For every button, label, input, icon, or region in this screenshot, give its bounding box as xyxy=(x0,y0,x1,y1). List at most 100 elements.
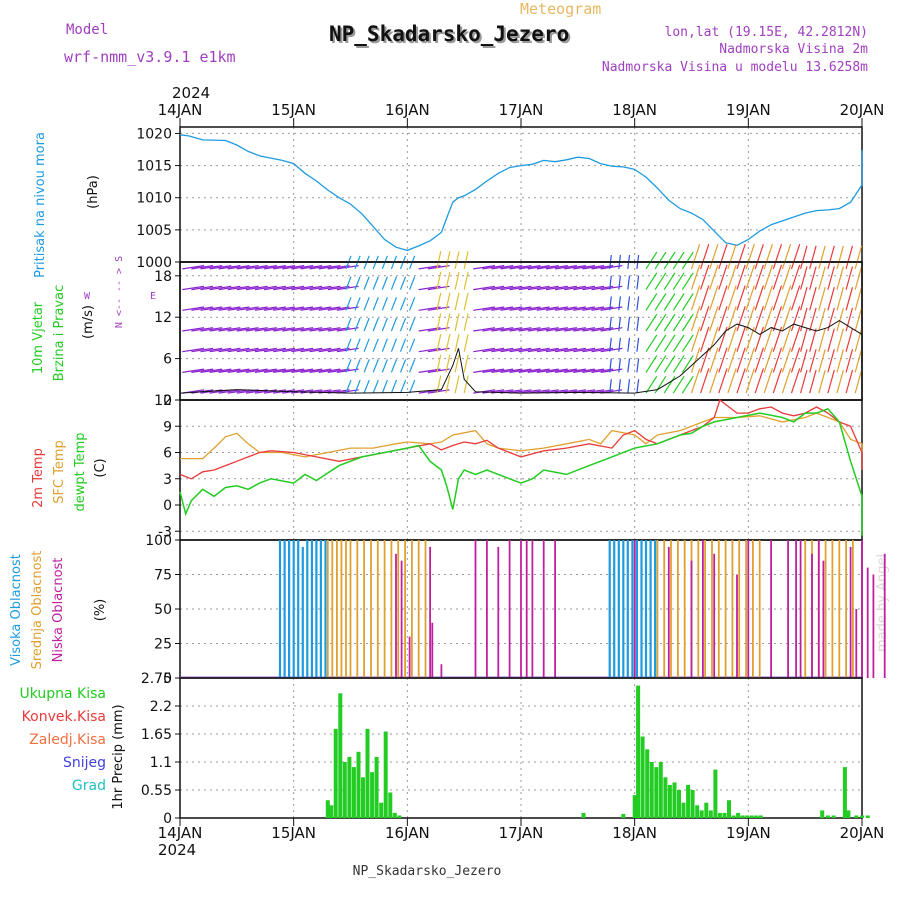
wind-arrow xyxy=(790,306,801,332)
wind-arrow xyxy=(436,251,442,270)
wind-arrow xyxy=(854,349,863,373)
precip-bar xyxy=(379,802,384,818)
y-tick-label: 2.2 xyxy=(150,699,172,715)
wind-arrow xyxy=(709,347,719,373)
wind-arrow xyxy=(654,313,667,332)
wind-arrow xyxy=(827,245,835,270)
wind-arrow xyxy=(654,272,667,290)
wind-arrow xyxy=(200,285,223,291)
wind-arrow xyxy=(345,317,352,332)
wind-arrow xyxy=(418,347,441,353)
wind-arrow xyxy=(564,285,586,291)
precip-bar xyxy=(749,815,754,818)
wind-arrow xyxy=(264,347,286,353)
precip-bar xyxy=(727,800,731,818)
bottom-date-label: 20JAN xyxy=(840,824,885,842)
top-date-label: 16JAN xyxy=(385,101,430,119)
precip-bar xyxy=(722,812,727,818)
wind-arrow xyxy=(218,347,241,353)
wind-arrow xyxy=(436,292,442,311)
wind-arrow xyxy=(463,333,469,352)
wind-arrow xyxy=(763,347,773,373)
wind-arrow xyxy=(191,327,214,332)
wind-arrow xyxy=(318,306,341,311)
wind-arrow xyxy=(427,327,450,332)
wind-arrow xyxy=(709,306,719,332)
precip-bar xyxy=(351,767,356,818)
wind-arrow xyxy=(191,347,214,353)
y-tick-label: 6 xyxy=(163,446,172,462)
wind-arrow xyxy=(509,368,532,373)
wind-arrow xyxy=(209,327,232,332)
precip-legend-item: Konvek.Kisa xyxy=(22,709,106,725)
precip-bar xyxy=(397,815,402,818)
wind-arrow xyxy=(427,368,450,373)
wind-arrow xyxy=(582,327,605,332)
wind-arrow xyxy=(727,244,737,270)
wind-arrow xyxy=(627,317,631,332)
wind-arrow xyxy=(245,285,268,291)
wind-arrow xyxy=(827,349,835,373)
wind-arrow xyxy=(209,306,232,311)
wind-arrow xyxy=(564,368,586,373)
precip-bar xyxy=(695,805,700,818)
wind-arrow xyxy=(845,349,854,373)
wind-arrow xyxy=(609,317,612,332)
wind-arrow xyxy=(763,264,773,290)
wind-arrow xyxy=(245,368,268,373)
y-tick-label: 1.1 xyxy=(150,755,172,771)
y-tick-label: 50 xyxy=(154,602,172,618)
wind-arrow xyxy=(627,379,631,394)
wind-arrow xyxy=(672,313,685,332)
y-tick-label: 0.55 xyxy=(141,783,172,799)
wind-arrow xyxy=(681,334,694,353)
temperature-panel: 12 9 6 3 0 -3 xyxy=(154,393,863,541)
wind-arrow xyxy=(518,285,541,291)
wind-arrow xyxy=(681,251,694,270)
wind-arrow xyxy=(645,375,658,394)
wind-arrow xyxy=(654,375,667,394)
wind-arrow xyxy=(754,244,764,270)
wind-arrow xyxy=(781,347,792,373)
wind-arrow xyxy=(836,307,844,332)
wind-arrow xyxy=(399,297,407,311)
temp-unit: (C) xyxy=(93,458,108,477)
wind-arrow xyxy=(309,327,332,332)
y-tick-label: 9 xyxy=(163,419,172,435)
y-tick-label: 0 xyxy=(163,671,172,687)
precip-bar xyxy=(325,800,330,818)
wind-arrow xyxy=(690,306,701,332)
wind-arrow xyxy=(745,368,755,394)
wind-arrow xyxy=(445,251,451,270)
precip-bar xyxy=(347,756,352,818)
wind-arrow xyxy=(845,307,854,332)
wind-arrow xyxy=(327,368,350,373)
wind-arrow xyxy=(636,358,640,373)
precip-bar xyxy=(731,815,736,818)
wind-arrow xyxy=(390,338,398,352)
wind-arrow xyxy=(363,338,370,352)
precip-legend-item: Grad xyxy=(72,778,106,794)
wind-arrow xyxy=(618,379,621,394)
wind-unit: (m/s) xyxy=(81,305,96,339)
wind-arrow xyxy=(545,327,568,332)
wind-arrow xyxy=(482,389,505,394)
wind-arrow xyxy=(182,327,205,332)
wind-arrow xyxy=(445,354,451,373)
wind-arrow xyxy=(527,265,550,270)
wind-arrow xyxy=(545,306,568,311)
wind-arrow xyxy=(345,276,352,290)
precip-bar xyxy=(654,767,659,818)
wind-arrow xyxy=(527,306,550,311)
wind-compass-ns: N <-- -- > S xyxy=(114,256,125,328)
wind-arrow xyxy=(836,266,844,290)
wind-arrow xyxy=(491,306,514,311)
wind-arrow xyxy=(736,264,746,290)
wind-arrow xyxy=(800,307,808,332)
wind-arrow xyxy=(309,368,332,373)
wind-arrow xyxy=(745,347,755,373)
wind-arrow xyxy=(354,297,361,311)
wind-arrow xyxy=(654,355,667,373)
wind-arrow xyxy=(818,349,826,373)
wind-arrow xyxy=(436,333,442,352)
